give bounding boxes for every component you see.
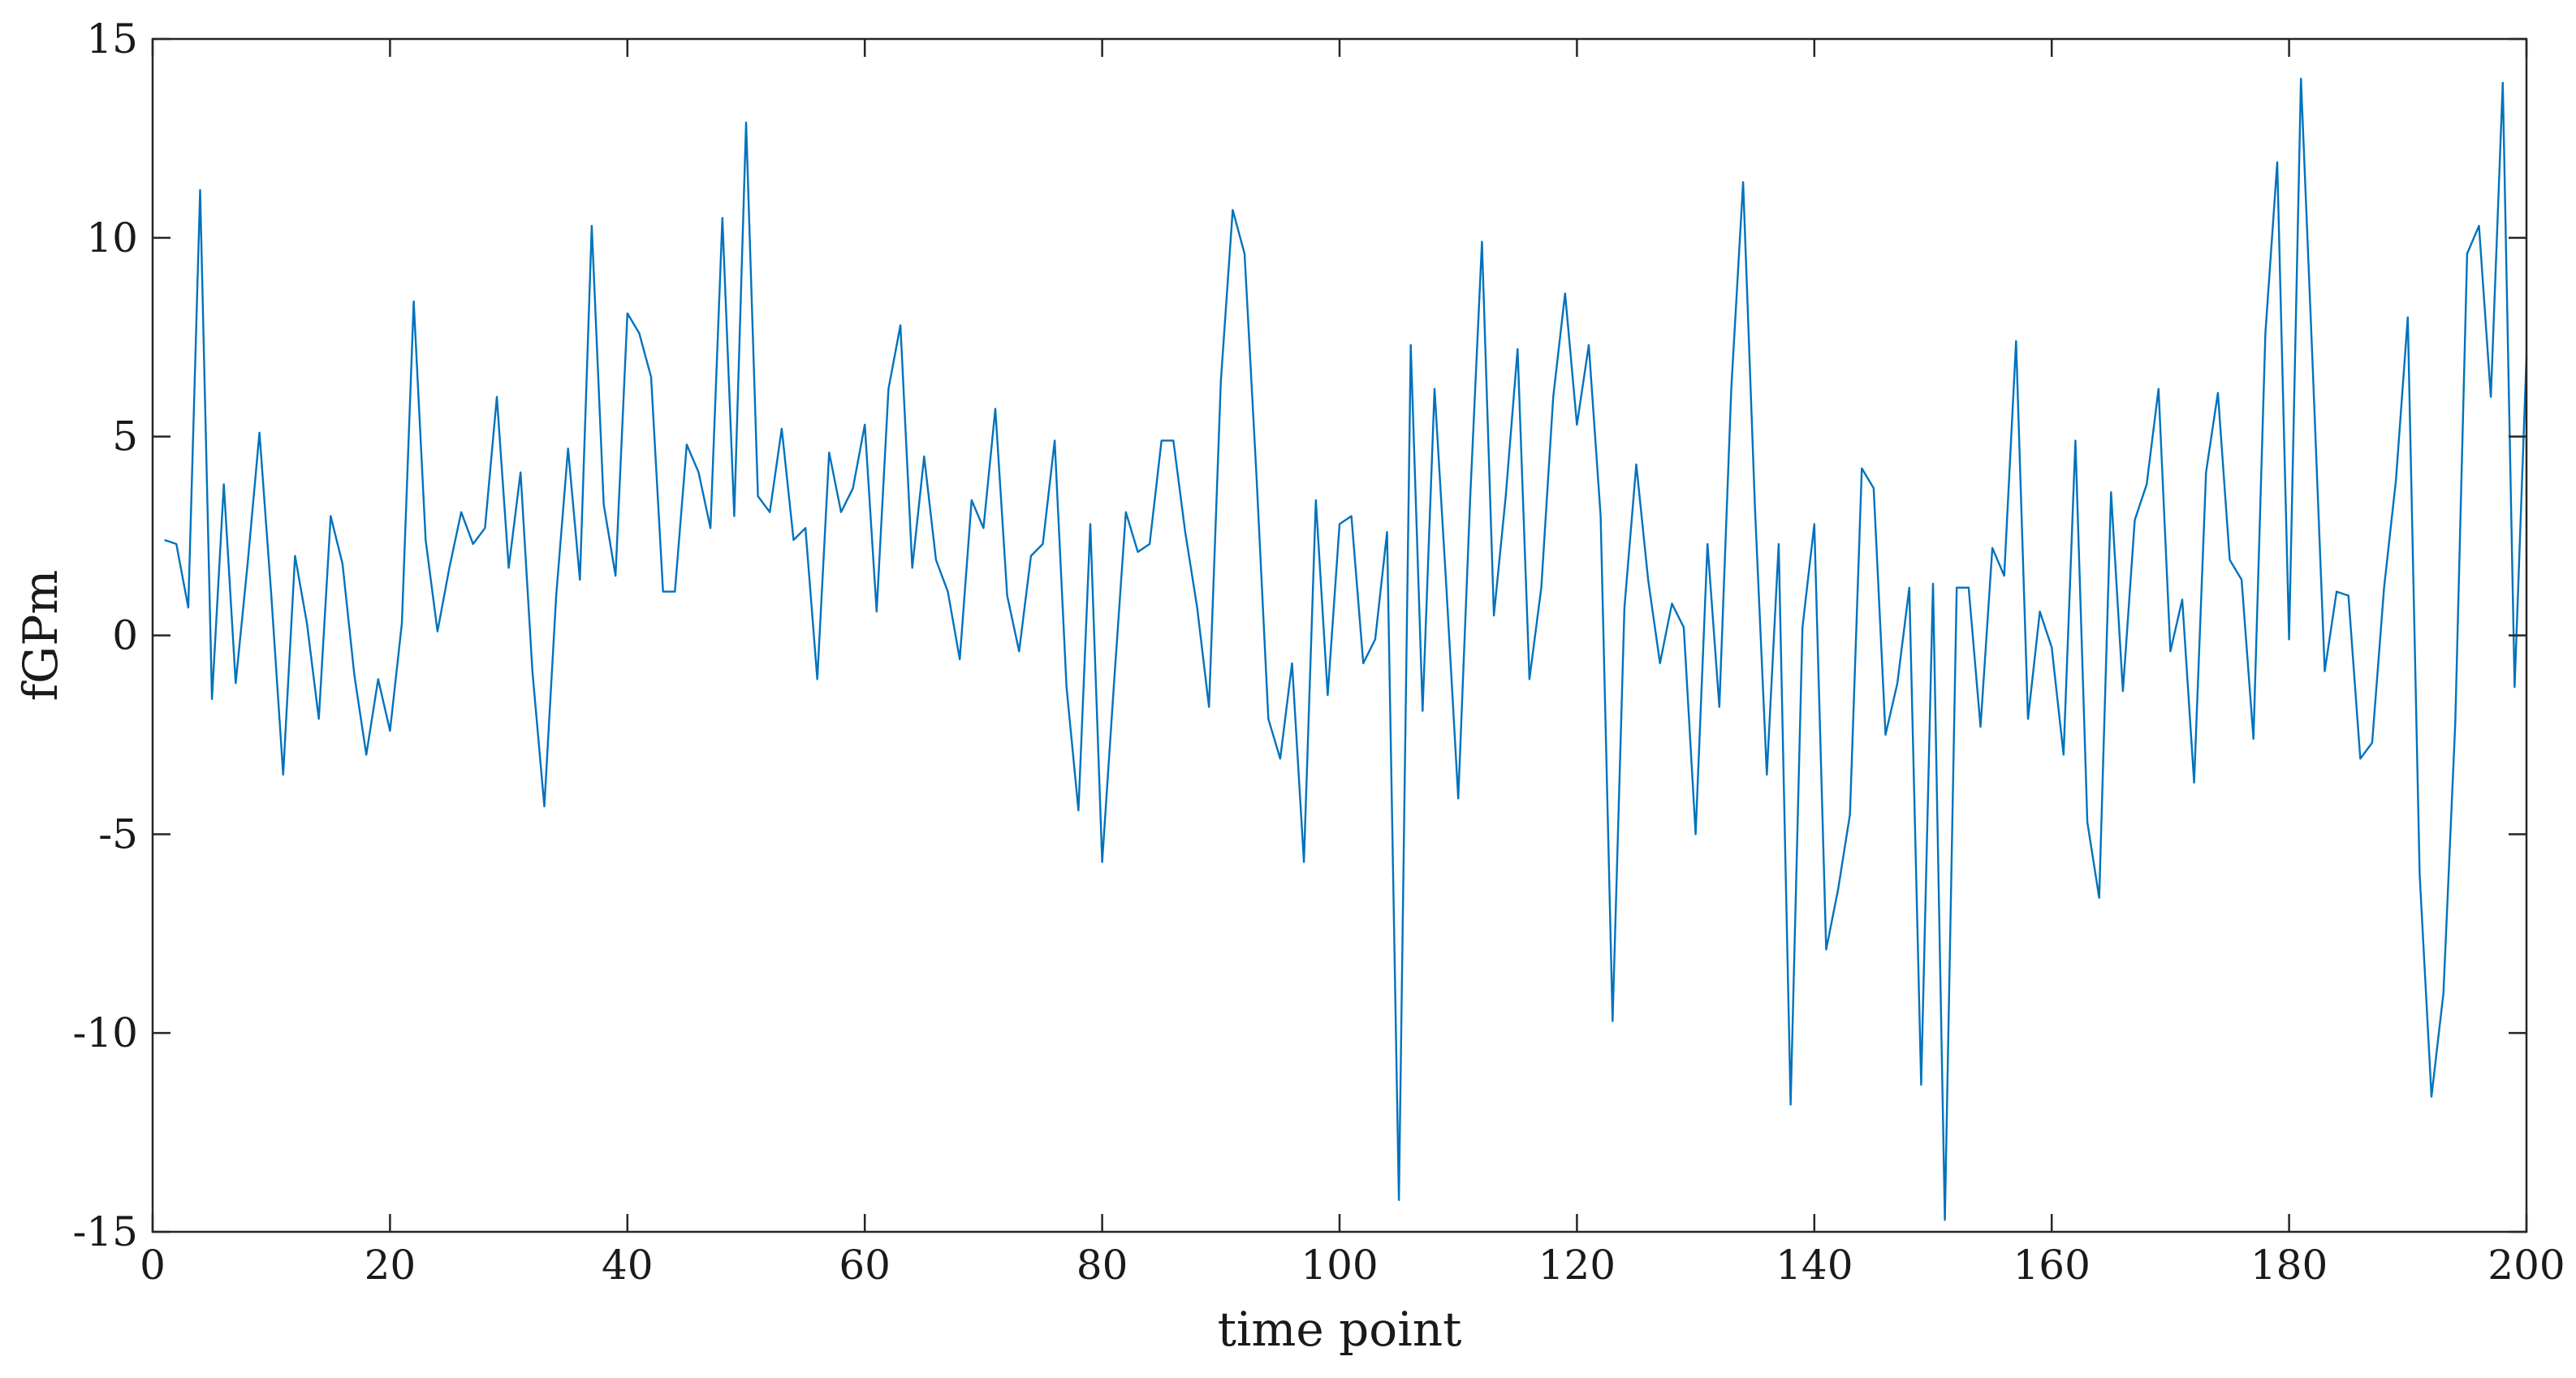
y-tick-label: 10: [86, 214, 138, 261]
x-axis-label: time point: [1218, 1302, 1462, 1357]
y-tick-label: -10: [72, 1009, 138, 1056]
ticks-layer: 0 20 40 60 80 100 120 140 160 180 200 -15 -10 -5 0 5 10 1…: [72, 15, 2565, 1289]
axes-box: [151, 37, 2528, 1233]
series-line: [164, 77, 2528, 1221]
x-tick-label: 20: [365, 1242, 416, 1289]
y-tick-label: 0: [112, 612, 138, 659]
x-tick-label: 40: [602, 1242, 654, 1289]
x-tick-label: 160: [2013, 1242, 2090, 1289]
y-axis-label: fGPm: [13, 570, 68, 702]
y-tick-label: 5: [112, 413, 138, 460]
x-tick-label: 0: [140, 1242, 166, 1289]
x-tick-label: 140: [1776, 1242, 1853, 1289]
y-tick-label: -15: [72, 1208, 138, 1255]
y-tick-label: 15: [86, 15, 138, 63]
x-tick-label: 120: [1538, 1242, 1616, 1289]
x-tick-label: 80: [1077, 1242, 1128, 1289]
x-tick-label: 200: [2488, 1242, 2565, 1289]
y-tick-label: -5: [98, 810, 138, 857]
x-tick-label: 100: [1301, 1242, 1378, 1289]
x-tick-label: 60: [839, 1242, 891, 1289]
series-layer: [164, 77, 2528, 1221]
x-tick-label: 180: [2250, 1242, 2328, 1289]
